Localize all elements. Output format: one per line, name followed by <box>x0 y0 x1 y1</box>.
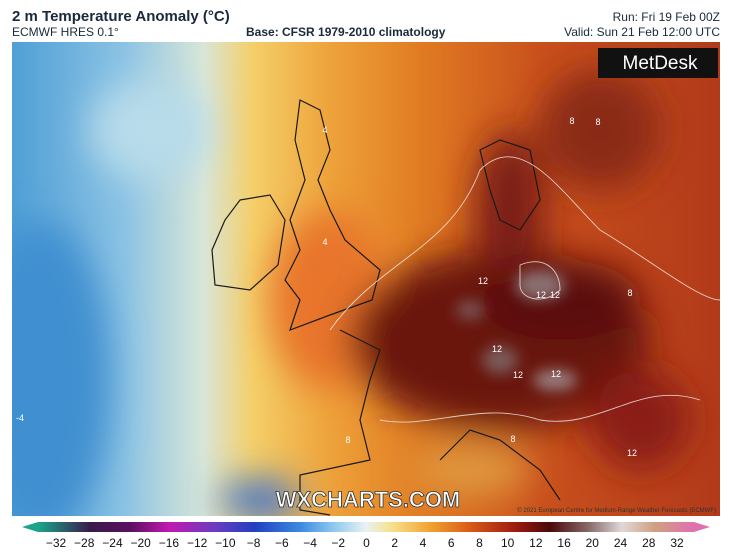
colorbar-label: 4 <box>420 536 427 550</box>
watermark: WXCHARTS.COM <box>276 487 461 512</box>
colorbar-label: −20 <box>131 536 152 550</box>
colorbar-label: −12 <box>187 536 208 550</box>
colorbar-label: −8 <box>247 536 261 550</box>
colorbar-label: 20 <box>586 536 600 550</box>
contour-label: 12 <box>551 369 561 379</box>
contour-label: 12 <box>513 370 523 380</box>
model: ECMWF HRES 0.1° <box>12 25 119 39</box>
colorbar-label: −2 <box>331 536 345 550</box>
colorbar-label: −28 <box>74 536 95 550</box>
copyright: © 2021 European Centre for Medium-Range … <box>517 507 716 514</box>
colorbar-label: 10 <box>501 536 515 550</box>
contour-label: 8 <box>510 434 515 444</box>
contour-label: 12 <box>536 290 546 300</box>
base: Base: CFSR 1979-2010 climatology <box>246 25 446 39</box>
colorbar-label: −6 <box>275 536 289 550</box>
run: Run: Fri 19 Feb 00Z <box>612 10 720 24</box>
colorbar-label: −24 <box>102 536 123 550</box>
valid: Valid: Sun 21 Feb 12:00 UTC <box>564 25 720 39</box>
contour-label: 8 <box>345 435 350 445</box>
contour-label: 12 <box>492 344 502 354</box>
contour-label: 4 <box>322 237 327 247</box>
colorbar-label: 24 <box>614 536 628 550</box>
title: 2 m Temperature Anomaly (°C) <box>12 8 230 25</box>
logo-box <box>598 48 718 78</box>
colorbar-label: 28 <box>642 536 656 550</box>
contour-label: -4 <box>16 413 24 423</box>
colorbar-label: 8 <box>476 536 483 550</box>
colorbar-label: 2 <box>391 536 398 550</box>
contour-label: 8 <box>569 116 574 126</box>
contour-label: 12 <box>627 448 637 458</box>
colorbar-label: 32 <box>670 536 684 550</box>
colorbar <box>38 522 694 532</box>
colorbar-end <box>22 522 38 532</box>
logo: MetDesk <box>623 53 698 74</box>
contour-label: 8 <box>595 117 600 127</box>
colorbar-label: −16 <box>159 536 180 550</box>
contour-label: 12 <box>478 276 488 286</box>
colorbar-label: 0 <box>363 536 370 550</box>
colorbar-label: 16 <box>557 536 571 550</box>
colorbar-label: −32 <box>46 536 67 550</box>
contour-label: 8 <box>627 288 632 298</box>
colorbar-label: −4 <box>303 536 317 550</box>
colorbar-label: 12 <box>529 536 543 550</box>
colorbar-label: 6 <box>448 536 455 550</box>
contour-label: 4 <box>322 125 327 135</box>
colorbar-label: −10 <box>215 536 236 550</box>
colorbar-end <box>694 522 710 532</box>
contour-label: 12 <box>550 290 560 300</box>
